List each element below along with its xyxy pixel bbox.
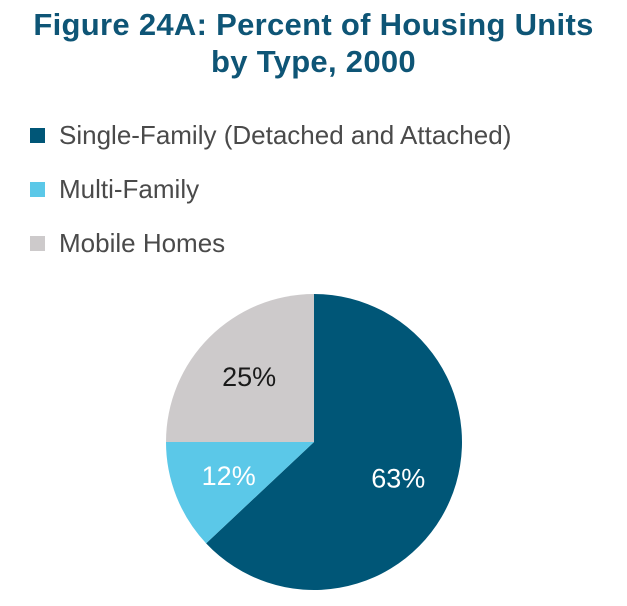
- chart-title: Figure 24A: Percent of Housing Units by …: [0, 6, 627, 80]
- legend-label-multi-family: Multi-Family: [59, 173, 200, 204]
- chart-title-line-2: by Type, 2000: [211, 44, 416, 79]
- pie-label-multi-family: 12%: [202, 461, 256, 491]
- pie-label-single-family: 63%: [371, 463, 425, 493]
- pie-label-mobile-homes: 25%: [222, 362, 276, 392]
- chart-title-line-1: Figure 24A: Percent of Housing Units: [33, 7, 594, 42]
- legend-swatch-single-family: [30, 127, 45, 143]
- legend-item-mobile-homes: Mobile Homes: [30, 216, 511, 270]
- legend-item-single-family: Single-Family (Detached and Attached): [30, 108, 511, 162]
- pie-slice-multi-family: [166, 442, 314, 544]
- legend-swatch-mobile-homes: [30, 235, 45, 251]
- pie-slice-mobile-homes: [166, 294, 314, 442]
- legend-label-mobile-homes: Mobile Homes: [59, 227, 226, 258]
- legend-label-single-family: Single-Family (Detached and Attached): [59, 119, 512, 150]
- legend-item-multi-family: Multi-Family: [30, 162, 511, 216]
- chart-legend: Single-Family (Detached and Attached) Mu…: [30, 108, 511, 270]
- pie-slice-single-family: [206, 294, 462, 590]
- legend-swatch-multi-family: [30, 181, 45, 197]
